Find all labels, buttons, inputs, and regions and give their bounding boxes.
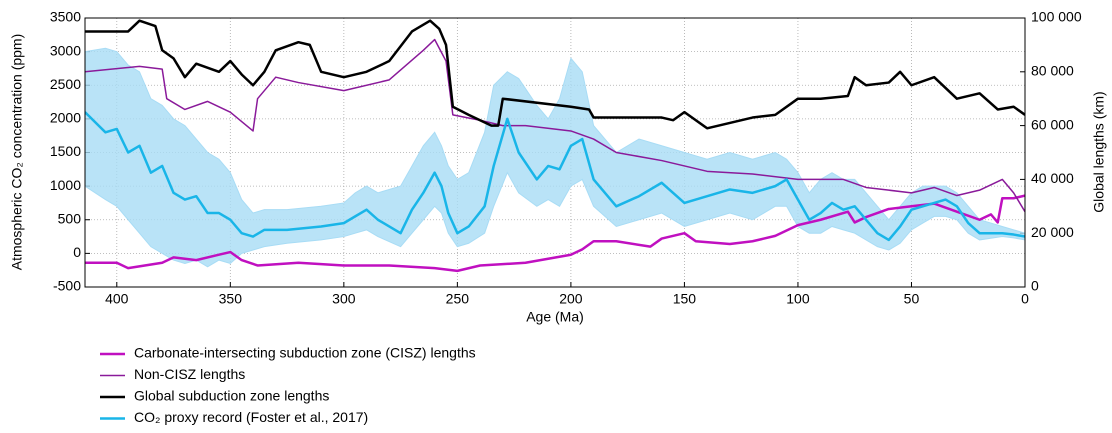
legend-label: Carbonate-intersecting subduction zone (… <box>134 345 476 361</box>
x-tick-label: 50 <box>904 291 920 307</box>
legend-label: Non-CISZ lengths <box>134 366 245 382</box>
y-tick-label: 2500 <box>50 76 81 92</box>
x-tick-label: 150 <box>673 291 697 307</box>
x-tick-label: 300 <box>332 291 356 307</box>
y-tick-label: 3500 <box>50 9 81 25</box>
y2-tick-label: 100 000 <box>1031 9 1082 25</box>
x-tick-label: 100 <box>786 291 810 307</box>
y2-tick-label: 80 000 <box>1031 63 1074 79</box>
x-tick-label: 200 <box>559 291 583 307</box>
y2-axis-label: Global lengths (km) <box>1091 91 1107 212</box>
y-tick-label: 2000 <box>50 110 81 126</box>
legend-label: Global subduction zone lengths <box>134 388 329 404</box>
y-axis-label: Atmospheric CO₂ concentration (ppm) <box>9 34 25 271</box>
series-line <box>85 19 1025 130</box>
x-axis-label: Age (Ma) <box>526 309 584 325</box>
y-tick-label: 1500 <box>50 143 81 159</box>
y-tick-label: 1000 <box>50 177 81 193</box>
y2-tick-label: 40 000 <box>1031 170 1074 186</box>
x-tick-label: 250 <box>446 291 470 307</box>
y-tick-label: 500 <box>58 210 82 226</box>
x-tick-label: 400 <box>105 291 129 307</box>
series-line <box>85 111 1025 242</box>
plot <box>85 19 1025 273</box>
legend-label: CO₂ proxy record (Foster et al., 2017) <box>134 409 368 425</box>
uncertainty-band <box>85 47 1025 268</box>
y-tick-label: 0 <box>73 244 81 260</box>
y2-tick-label: 20 000 <box>1031 224 1074 240</box>
series-line <box>85 38 1025 213</box>
y2-tick-label: 60 000 <box>1031 116 1074 132</box>
y-tick-label: -500 <box>53 278 81 294</box>
y2-tick-label: 0 <box>1031 278 1039 294</box>
y-tick-label: 3000 <box>50 42 81 58</box>
plot-frame <box>84 17 1026 288</box>
x-tick-label: 0 <box>1021 291 1029 307</box>
x-tick-label: 350 <box>219 291 243 307</box>
